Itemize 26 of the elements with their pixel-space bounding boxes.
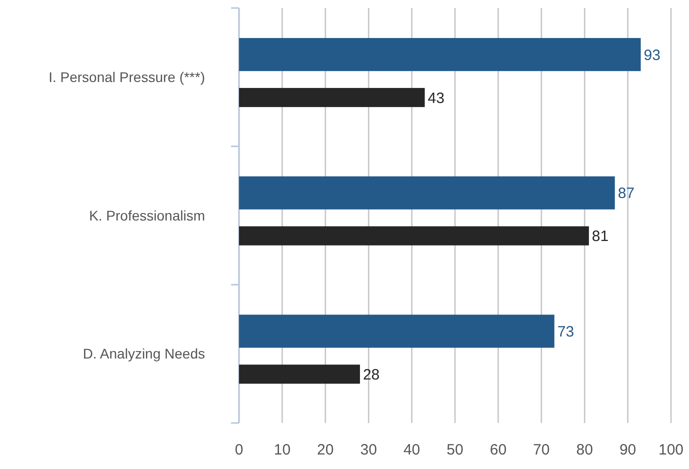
bar: [239, 314, 554, 348]
x-tick-label: 40: [403, 442, 420, 459]
bar: [239, 364, 360, 384]
data-label: 28: [362, 366, 380, 384]
x-tick-label: 90: [619, 442, 636, 459]
bar: [239, 38, 641, 72]
y-tick-label: K. Professionalism: [89, 207, 205, 224]
x-tick-label: 70: [533, 442, 550, 459]
data-label: 81: [592, 228, 609, 246]
data-label: 43: [428, 90, 444, 107]
y-tick-label: I. Personal Pressure (***): [48, 69, 205, 86]
x-tick-label: 100: [658, 442, 684, 459]
x-tick-label: 50: [446, 442, 464, 459]
bar: [239, 176, 615, 210]
data-label: 73: [557, 323, 574, 340]
x-tick-label: 80: [576, 442, 593, 459]
data-label: 93: [644, 46, 660, 64]
x-tick-label: 20: [317, 442, 334, 459]
bar: [239, 88, 425, 108]
data-label: 87: [618, 185, 635, 202]
bar: [239, 226, 589, 246]
x-tick-label: 60: [490, 442, 507, 459]
y-tick-label: D. Analyzing Needs: [82, 346, 205, 362]
x-tick-label: 30: [360, 442, 377, 459]
x-tick-label: 10: [274, 442, 291, 459]
x-tick-label: 0: [234, 442, 244, 459]
